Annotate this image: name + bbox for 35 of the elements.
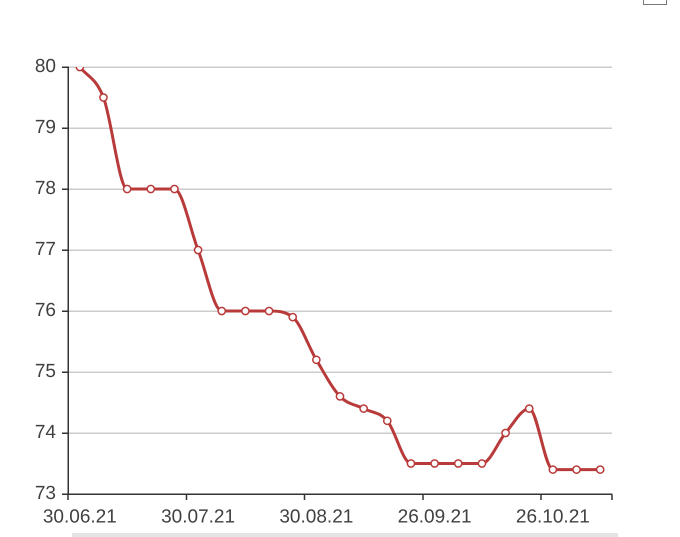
point xyxy=(99,93,108,102)
point xyxy=(312,355,321,364)
point xyxy=(359,404,368,413)
point xyxy=(478,459,486,468)
point xyxy=(122,184,132,194)
x-tick-label: 30.07.21 xyxy=(161,506,236,528)
x-tick-label: 26.10.21 xyxy=(516,506,590,528)
y-tick-label: 80 xyxy=(34,56,56,78)
point xyxy=(264,306,274,316)
x-tick-label: 30.06.21 xyxy=(42,506,117,528)
point xyxy=(194,246,202,254)
point xyxy=(406,459,416,468)
point xyxy=(524,404,534,413)
point xyxy=(382,416,392,426)
y-tick-label: 73 xyxy=(34,483,56,504)
point xyxy=(288,312,298,322)
point xyxy=(501,428,510,438)
point xyxy=(146,184,156,194)
y-tick-label: 75 xyxy=(34,361,56,382)
point xyxy=(217,306,226,316)
point xyxy=(241,306,250,316)
point xyxy=(170,184,179,194)
point xyxy=(572,465,581,474)
x-tick-label: 26.09.21 xyxy=(398,506,472,528)
point xyxy=(548,465,558,474)
y-tick-label: 74 xyxy=(34,422,56,444)
point xyxy=(336,392,344,401)
point xyxy=(596,465,605,474)
point xyxy=(430,459,439,468)
y-tick-label: 77 xyxy=(34,239,56,260)
y-tick-label: 78 xyxy=(34,178,56,200)
point xyxy=(454,459,463,468)
x-tick-label: 30.08.21 xyxy=(279,506,354,528)
y-tick-label: 79 xyxy=(34,117,56,138)
y-tick-label: 76 xyxy=(34,300,56,322)
